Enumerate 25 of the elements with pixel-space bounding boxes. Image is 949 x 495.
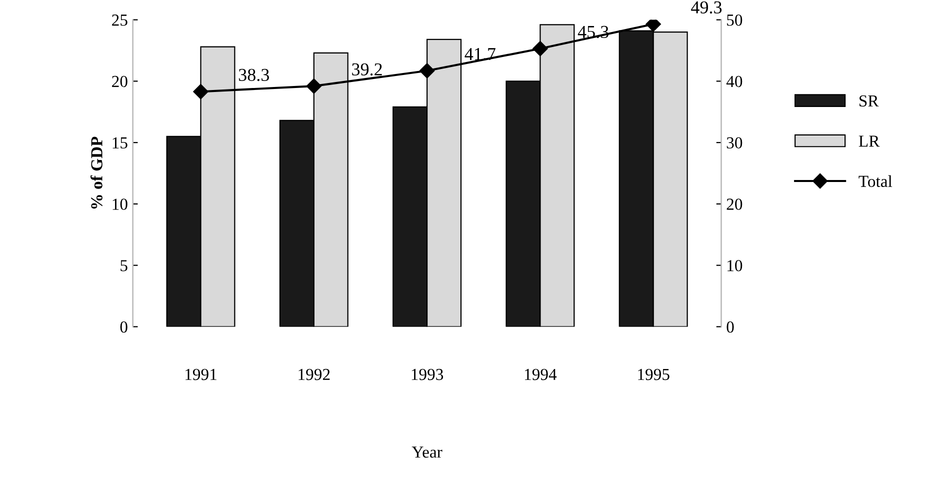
legend-label: LR <box>858 136 880 147</box>
y2-tick-label: 40 <box>726 76 742 88</box>
data-label: 38.3 <box>238 68 269 82</box>
x-tick-label: 1995 <box>638 368 670 380</box>
y2-tick-label: 50 <box>727 14 742 26</box>
y2-tick-label: 10 <box>728 260 742 272</box>
y-tick-label: 10 <box>112 198 128 210</box>
y2-tick-label: 0 <box>726 321 734 333</box>
legend-label: SR <box>860 95 879 107</box>
y-axis-title: % of GDP <box>90 136 102 209</box>
x-tick-label: 1994 <box>525 368 557 380</box>
y-tick-label: 25 <box>112 14 128 26</box>
data-label: 49.3 <box>691 1 722 14</box>
x-tick-label: 1991 <box>186 368 216 380</box>
y2-tick-label: 30 <box>726 137 742 149</box>
x-axis-title: Year <box>412 446 442 458</box>
y-tick-label: 5 <box>120 260 128 272</box>
x-tick-label: 1992 <box>298 368 330 380</box>
y2-tick-label: 20 <box>726 198 742 210</box>
y-tick-label: 0 <box>120 321 128 333</box>
x-tick-label: 1993 <box>412 368 444 380</box>
legend-label: Total <box>858 175 892 187</box>
y-tick-label: 15 <box>112 137 128 149</box>
data-label: 39.2 <box>352 63 382 76</box>
y-tick-label: 20 <box>112 76 128 88</box>
